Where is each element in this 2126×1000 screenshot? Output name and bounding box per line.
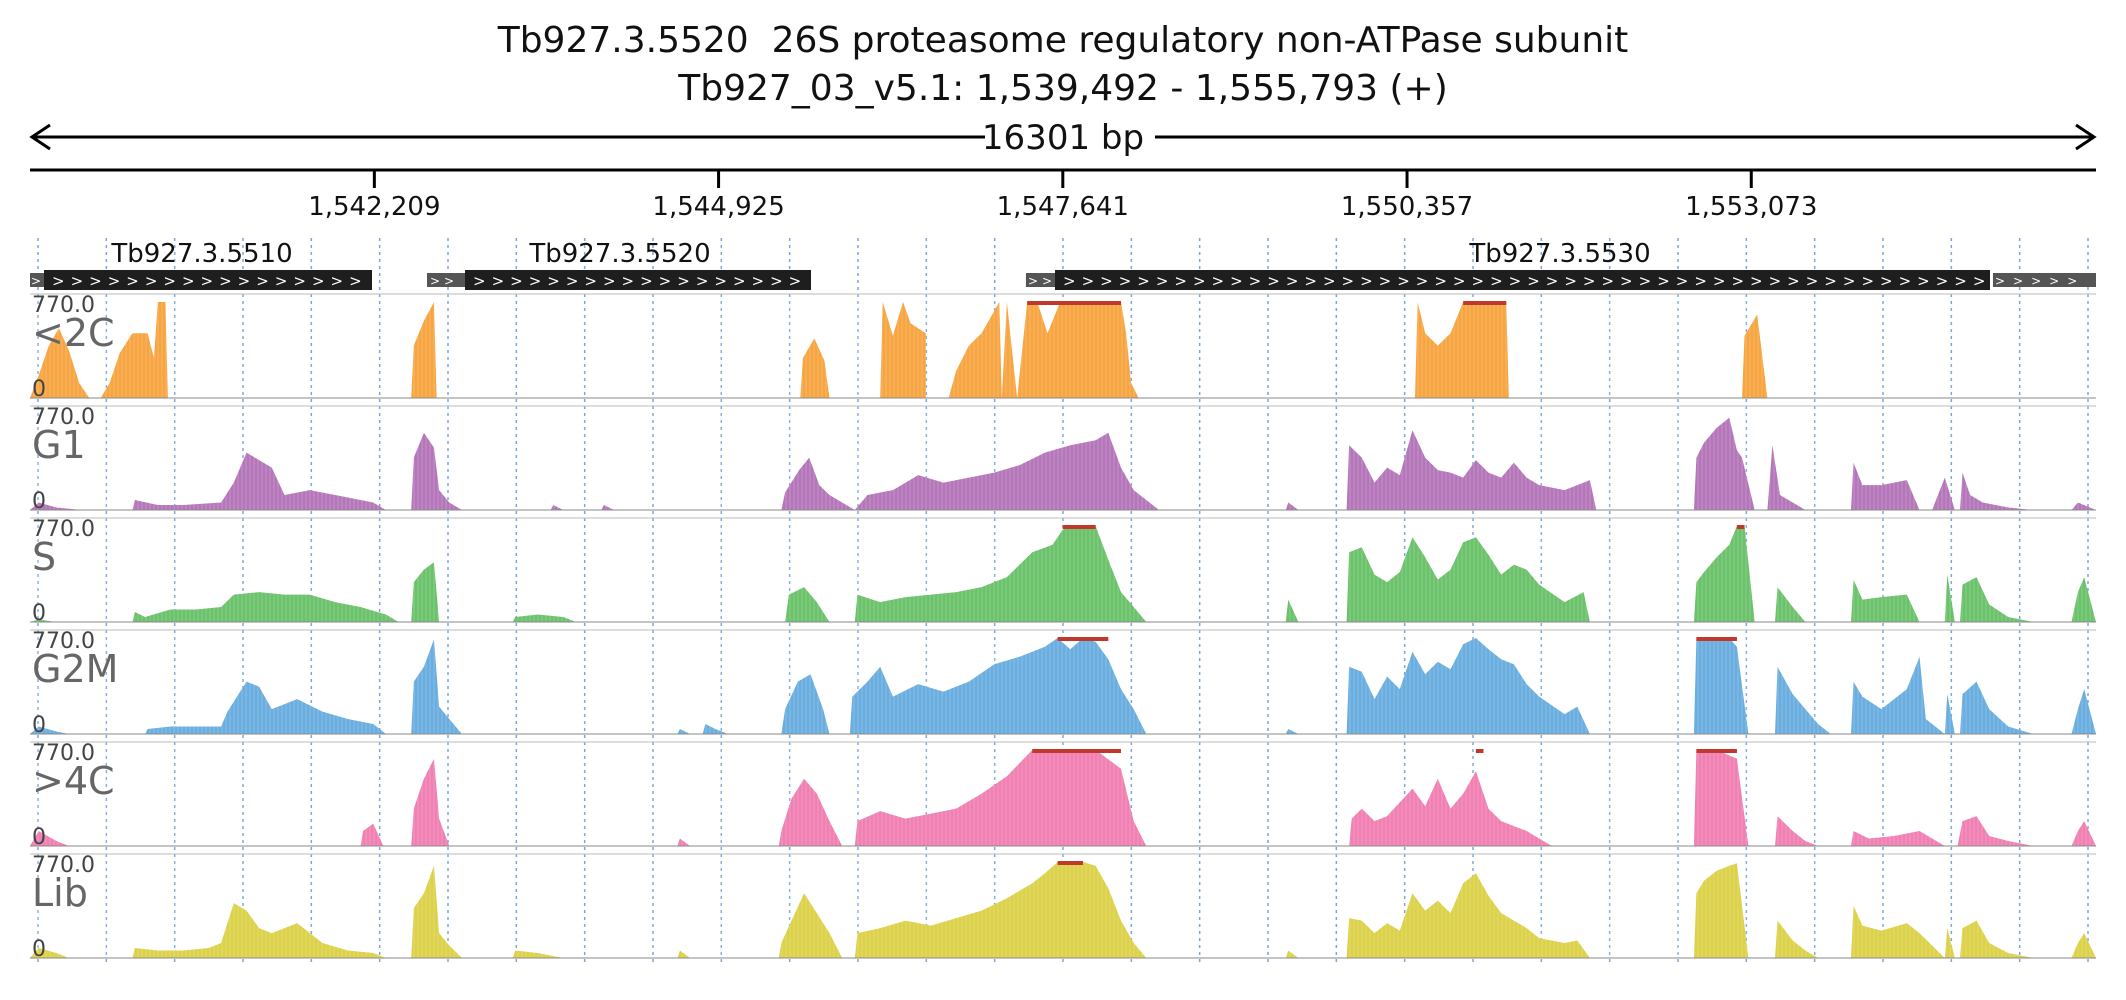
track-min-label: 0: [32, 713, 46, 738]
clip-marker: [1027, 301, 1121, 305]
track-min-label: 0: [32, 377, 46, 402]
track-max-label: 770.0: [32, 293, 95, 318]
track-name: Lib: [32, 871, 88, 915]
clip-marker: [1032, 749, 1121, 753]
chart-title: Tb927.3.5520 26S proteasome regulatory n…: [497, 20, 1629, 61]
ruler-tick-label: 1,547,641: [997, 192, 1129, 222]
gene-utr: [30, 273, 44, 287]
span-label: 16301 bp: [982, 118, 1144, 158]
gene-strand-chevrons: >>: [1028, 274, 1056, 288]
track-name: S: [32, 535, 56, 579]
clip-marker: [1057, 861, 1083, 865]
track-area: [30, 526, 2096, 622]
track-area: [30, 417, 2096, 510]
gene-body: [1055, 270, 1990, 290]
gene-strand-chevrons: >>>>>: [1995, 274, 2085, 288]
track-area: [30, 302, 2096, 398]
gene-body: [44, 270, 372, 290]
gene-strand-chevrons: >>>>>>>>>>>>>>>>>: [52, 272, 368, 290]
gene-utr: [427, 273, 467, 287]
track-min-label: 0: [32, 937, 46, 962]
ruler-tick-label: 1,544,925: [652, 192, 784, 222]
ruler-tick-label: 1,550,357: [1341, 192, 1473, 222]
gene-body: [465, 270, 811, 290]
ruler-tick-label: 1,553,073: [1685, 192, 1817, 222]
track-name: G1: [32, 423, 86, 467]
track-area: [30, 638, 2096, 734]
chart-subtitle: Tb927_03_v5.1: 1,539,492 - 1,555,793 (+): [678, 68, 1448, 109]
gene-label: Tb927.3.5510: [110, 239, 292, 269]
gene-strand-chevrons: >>: [430, 274, 458, 288]
track-max-label: 770.0: [32, 629, 95, 654]
track-area: [30, 750, 2096, 846]
gene-label: Tb927.3.5530: [1468, 239, 1650, 269]
track-min-label: 0: [32, 601, 46, 626]
clip-marker: [1696, 637, 1737, 641]
span-arrow-left-head: [29, 123, 51, 151]
gene-label: Tb927.3.5520: [528, 239, 710, 269]
gene-strand-chevrons: >: [31, 274, 41, 288]
ruler-tick-label: 1,542,209: [308, 192, 440, 222]
track-max-label: 770.0: [32, 517, 95, 542]
track-area: [30, 862, 2096, 958]
track-max-label: 770.0: [32, 405, 95, 430]
track-min-label: 0: [32, 489, 46, 514]
gene-strand-chevrons: >>>>>>>>>>>>>>>>>>: [473, 272, 807, 290]
gene-strand-chevrons: >>>>>>>>>>>>>>>>>>>>>>>>>>>>>>>>>>>>>>>>…: [1063, 272, 1991, 290]
clip-marker: [1696, 749, 1737, 753]
track-max-label: 770.0: [32, 853, 95, 878]
gene-utr: [1025, 273, 1058, 287]
track-max-label: 770.0: [32, 741, 95, 766]
track-min-label: 0: [32, 825, 46, 850]
clip-marker: [1463, 301, 1507, 305]
track-name: <2C: [32, 311, 115, 355]
track-name: >4C: [32, 759, 115, 803]
clip-marker: [1475, 749, 1484, 753]
span-arrow-right-head: [2075, 123, 2097, 151]
clip-marker: [1057, 637, 1109, 641]
clip-marker: [1062, 525, 1096, 529]
clip-marker: [1736, 525, 1745, 529]
track-name: G2M: [32, 647, 118, 691]
gene-utr: [1992, 273, 2096, 287]
